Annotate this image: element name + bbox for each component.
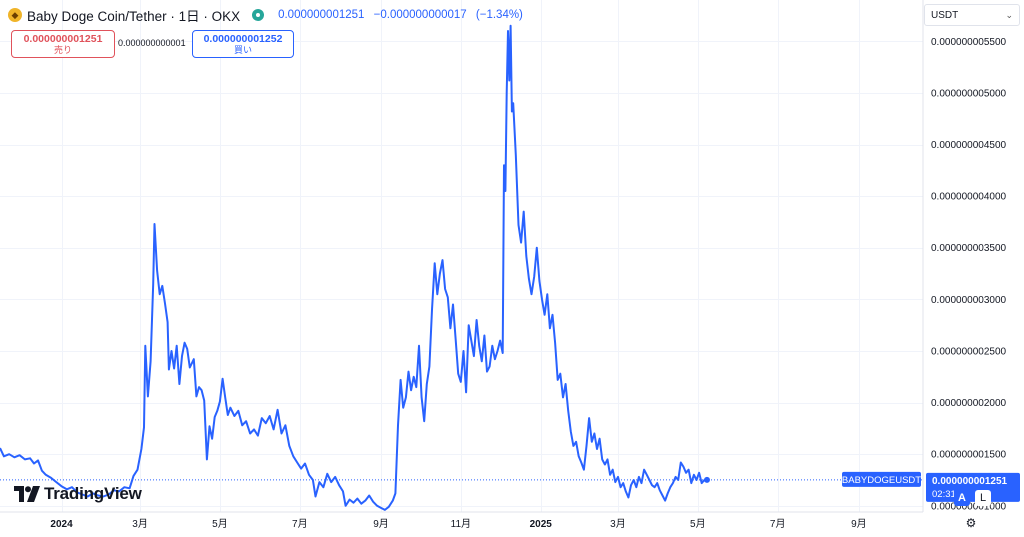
symbol-label: BABYDOGEUSDT bbox=[842, 475, 921, 486]
chart-legend-header: ◆ Baby Doge Coin/Tether · 1日 · OKX 0.000… bbox=[8, 5, 529, 25]
y-tick-label: 0.000000003000 bbox=[931, 295, 1007, 306]
x-tick-label: 3月 bbox=[132, 518, 148, 530]
price-axis-labels: 0.000000001000 0.000000001500 0.0000000020… bbox=[931, 37, 1007, 513]
log-scale-button[interactable]: L bbox=[975, 490, 991, 506]
currency-select[interactable]: USDT ⌄ bbox=[924, 4, 1020, 26]
x-tick-label: 5月 bbox=[690, 518, 706, 530]
symbol-title[interactable]: Baby Doge Coin/Tether · 1日 · OKX bbox=[27, 9, 241, 24]
price-quote: 0.000000001251 −0.000000000017 (−1.34%) bbox=[278, 9, 529, 21]
auto-scale-button[interactable]: A bbox=[954, 490, 970, 506]
market-open-dot-icon[interactable] bbox=[252, 9, 265, 21]
y-tick-label: 0.000000001000 bbox=[931, 501, 1007, 512]
y-tick-label: 0.000000005000 bbox=[931, 88, 1007, 99]
tradingview-logo[interactable]: TradingView bbox=[14, 483, 142, 505]
y-tick-label: 0.000000004500 bbox=[931, 140, 1007, 151]
sell-button[interactable]: 0.000000001251 売り bbox=[11, 30, 115, 58]
baby-doge-coin-icon: ◆ bbox=[8, 8, 22, 22]
y-tick-label: 0.000000004000 bbox=[931, 192, 1007, 203]
last-point-marker bbox=[703, 476, 710, 483]
currency-value: USDT bbox=[931, 9, 959, 21]
x-tick-label: 9月 bbox=[373, 518, 389, 530]
buy-price: 0.000000001252 bbox=[203, 32, 283, 45]
y-tick-label: 0.000000001500 bbox=[931, 450, 1007, 461]
y-tick-label: 0.000000003500 bbox=[931, 243, 1007, 254]
candle-countdown: 02:31:55 bbox=[932, 489, 969, 500]
grid-lines bbox=[0, 0, 923, 512]
x-tick-label: 7月 bbox=[292, 518, 308, 530]
change-text: −0.000000000017 bbox=[373, 9, 467, 21]
gear-icon[interactable]: ⚙ bbox=[965, 516, 977, 530]
buy-label: 買い bbox=[233, 44, 252, 55]
buy-button[interactable]: 0.000000001252 買い bbox=[192, 30, 294, 58]
tradingview-logo-icon bbox=[14, 486, 40, 502]
last-price-text: 0.000000001251 bbox=[278, 9, 365, 21]
x-tick-label: 7月 bbox=[770, 518, 786, 530]
y-tick-label: 0.000000002500 bbox=[931, 346, 1007, 357]
sell-label: 売り bbox=[53, 44, 72, 55]
chevron-down-icon: ⌄ bbox=[1005, 9, 1013, 20]
x-tick-label: 11月 bbox=[451, 518, 471, 530]
last-price-badge: 0.000000001251 02:31:55 bbox=[926, 472, 1020, 502]
last-price-label: 0.000000001251 bbox=[932, 476, 1008, 487]
x-tick-label: 2024 bbox=[50, 519, 73, 530]
x-tick-label: 9月 bbox=[851, 518, 867, 530]
x-tick-label: 2025 bbox=[530, 519, 553, 530]
sell-price: 0.000000001251 bbox=[23, 32, 103, 45]
spread-value: 0.000000000001 bbox=[118, 38, 186, 48]
time-axis-labels: 2024 3月 5月 7月 9月 11月 2025 3月 5月 7月 9月 bbox=[50, 518, 866, 530]
y-tick-label: 0.000000002000 bbox=[931, 398, 1007, 409]
change-pct-text: (−1.34%) bbox=[475, 9, 523, 21]
y-tick-label: 0.000000005500 bbox=[931, 37, 1007, 48]
series-line bbox=[0, 24, 708, 511]
x-tick-label: 5月 bbox=[212, 518, 228, 530]
x-tick-label: 3月 bbox=[610, 518, 626, 530]
tradingview-wordmark: TradingView bbox=[44, 484, 142, 503]
symbol-badge: BABYDOGEUSDT bbox=[842, 471, 921, 487]
